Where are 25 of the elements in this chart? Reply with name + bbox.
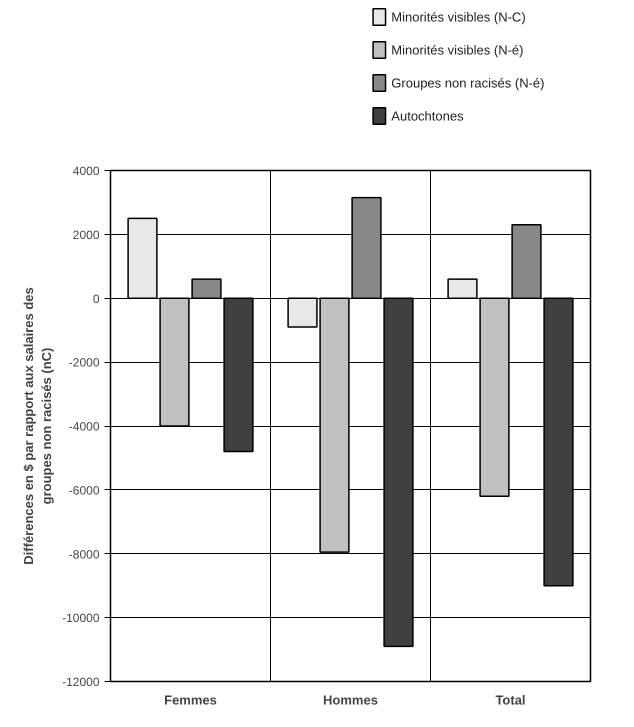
bar bbox=[479, 298, 510, 498]
bar bbox=[447, 278, 478, 299]
bar bbox=[319, 298, 350, 553]
y-axis-title: Différences en $ par rapport aux salaires des groupes non racisés (nC) bbox=[21, 287, 54, 565]
bar bbox=[159, 298, 190, 427]
y-tick-label: -8000 bbox=[68, 547, 100, 562]
x-tick-label: Hommes bbox=[323, 692, 378, 708]
legend-label: Groupes non racisés (N-é) bbox=[391, 76, 544, 90]
y-tick-label: -4000 bbox=[68, 420, 100, 434]
x-tick-label: Femmes bbox=[164, 692, 217, 708]
bar bbox=[543, 298, 574, 586]
y-tick-label: 2000 bbox=[72, 228, 100, 242]
legend-label: Minorités visibles (N-C) bbox=[391, 10, 526, 24]
y-tick-label: 4000 bbox=[72, 164, 100, 178]
bar bbox=[287, 298, 318, 328]
y-tick-label: -2000 bbox=[68, 356, 100, 370]
bar bbox=[223, 298, 254, 452]
y-tick-label: 0 bbox=[92, 292, 100, 306]
legend-label: Minorités visibles (N-é) bbox=[391, 42, 524, 58]
y-tick-label: -12000 bbox=[62, 675, 100, 689]
legend-label: Autochtones bbox=[391, 108, 464, 124]
y-tick-label: -10000 bbox=[62, 611, 100, 626]
x-tick-label: Total bbox=[495, 692, 526, 708]
y-tick-label: -6000 bbox=[68, 483, 100, 498]
bar bbox=[191, 278, 222, 299]
